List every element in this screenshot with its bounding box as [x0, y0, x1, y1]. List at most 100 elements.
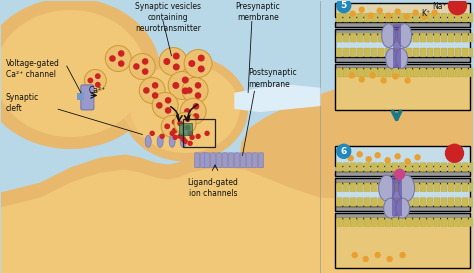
FancyBboxPatch shape	[385, 48, 391, 57]
FancyBboxPatch shape	[336, 198, 342, 207]
FancyBboxPatch shape	[385, 198, 391, 207]
FancyBboxPatch shape	[406, 68, 412, 77]
FancyBboxPatch shape	[441, 183, 447, 192]
Circle shape	[134, 64, 139, 69]
FancyBboxPatch shape	[469, 68, 474, 77]
FancyBboxPatch shape	[335, 178, 470, 183]
Circle shape	[188, 141, 192, 145]
Circle shape	[350, 11, 355, 16]
FancyBboxPatch shape	[364, 183, 370, 192]
FancyBboxPatch shape	[399, 183, 405, 192]
Circle shape	[349, 73, 354, 78]
Circle shape	[173, 128, 177, 133]
Circle shape	[195, 83, 201, 88]
Circle shape	[405, 78, 410, 83]
Circle shape	[193, 114, 199, 119]
FancyBboxPatch shape	[343, 48, 349, 57]
FancyBboxPatch shape	[420, 218, 426, 227]
FancyBboxPatch shape	[469, 198, 474, 207]
FancyBboxPatch shape	[441, 163, 447, 172]
FancyBboxPatch shape	[378, 198, 384, 207]
FancyBboxPatch shape	[201, 153, 206, 168]
FancyBboxPatch shape	[427, 218, 433, 227]
FancyBboxPatch shape	[413, 33, 419, 42]
Circle shape	[395, 154, 400, 159]
FancyBboxPatch shape	[378, 218, 384, 227]
Polygon shape	[240, 73, 474, 273]
FancyBboxPatch shape	[385, 68, 391, 77]
FancyBboxPatch shape	[462, 198, 468, 207]
FancyBboxPatch shape	[350, 68, 356, 77]
FancyBboxPatch shape	[399, 218, 405, 227]
FancyBboxPatch shape	[364, 163, 370, 172]
FancyBboxPatch shape	[420, 163, 426, 172]
FancyBboxPatch shape	[413, 183, 419, 192]
Ellipse shape	[383, 198, 398, 218]
Circle shape	[159, 48, 187, 75]
FancyBboxPatch shape	[427, 48, 433, 57]
FancyBboxPatch shape	[364, 198, 370, 207]
Text: Na⁺: Na⁺	[433, 2, 447, 11]
Polygon shape	[85, 34, 165, 138]
Text: 5: 5	[341, 1, 347, 10]
FancyBboxPatch shape	[427, 198, 433, 207]
Circle shape	[183, 139, 187, 143]
Text: 6: 6	[341, 147, 347, 156]
Circle shape	[96, 82, 100, 87]
FancyBboxPatch shape	[378, 48, 384, 57]
FancyBboxPatch shape	[448, 218, 454, 227]
FancyBboxPatch shape	[350, 183, 356, 192]
FancyBboxPatch shape	[469, 13, 474, 22]
FancyBboxPatch shape	[462, 183, 468, 192]
FancyBboxPatch shape	[469, 48, 474, 57]
Text: Presynaptic
membrane: Presynaptic membrane	[236, 2, 280, 22]
FancyBboxPatch shape	[427, 163, 433, 172]
FancyBboxPatch shape	[406, 198, 412, 207]
Text: Ligand-gated
ion channels: Ligand-gated ion channels	[188, 178, 238, 198]
FancyBboxPatch shape	[392, 163, 398, 172]
Circle shape	[395, 169, 405, 179]
Circle shape	[337, 144, 351, 158]
Circle shape	[359, 77, 364, 82]
FancyBboxPatch shape	[343, 198, 349, 207]
FancyBboxPatch shape	[448, 13, 454, 22]
FancyBboxPatch shape	[195, 153, 200, 168]
Circle shape	[446, 144, 464, 162]
Text: Voltage-gated
Ca²⁺ channel: Voltage-gated Ca²⁺ channel	[6, 58, 59, 79]
FancyBboxPatch shape	[413, 163, 419, 172]
Circle shape	[143, 69, 148, 74]
FancyBboxPatch shape	[364, 33, 370, 42]
FancyBboxPatch shape	[392, 198, 398, 207]
FancyBboxPatch shape	[455, 48, 461, 57]
Circle shape	[375, 153, 380, 158]
FancyBboxPatch shape	[343, 13, 349, 22]
FancyBboxPatch shape	[336, 163, 342, 172]
FancyBboxPatch shape	[343, 183, 349, 192]
FancyBboxPatch shape	[455, 163, 461, 172]
FancyBboxPatch shape	[455, 198, 461, 207]
FancyBboxPatch shape	[357, 13, 363, 22]
FancyBboxPatch shape	[335, 34, 470, 57]
FancyBboxPatch shape	[420, 183, 426, 192]
FancyBboxPatch shape	[364, 13, 370, 22]
Circle shape	[160, 134, 164, 138]
FancyBboxPatch shape	[357, 183, 363, 192]
Circle shape	[173, 135, 177, 139]
FancyBboxPatch shape	[335, 218, 470, 268]
Circle shape	[199, 66, 204, 72]
FancyBboxPatch shape	[385, 33, 391, 42]
Circle shape	[185, 126, 190, 130]
FancyBboxPatch shape	[434, 163, 440, 172]
Circle shape	[415, 155, 420, 160]
Circle shape	[187, 88, 192, 93]
FancyBboxPatch shape	[392, 183, 398, 192]
Circle shape	[422, 14, 427, 19]
FancyBboxPatch shape	[371, 13, 377, 22]
FancyBboxPatch shape	[335, 22, 470, 26]
Circle shape	[165, 98, 171, 103]
Ellipse shape	[386, 49, 398, 69]
Circle shape	[173, 64, 179, 70]
Circle shape	[190, 135, 194, 139]
FancyBboxPatch shape	[399, 198, 405, 207]
FancyBboxPatch shape	[406, 218, 412, 227]
